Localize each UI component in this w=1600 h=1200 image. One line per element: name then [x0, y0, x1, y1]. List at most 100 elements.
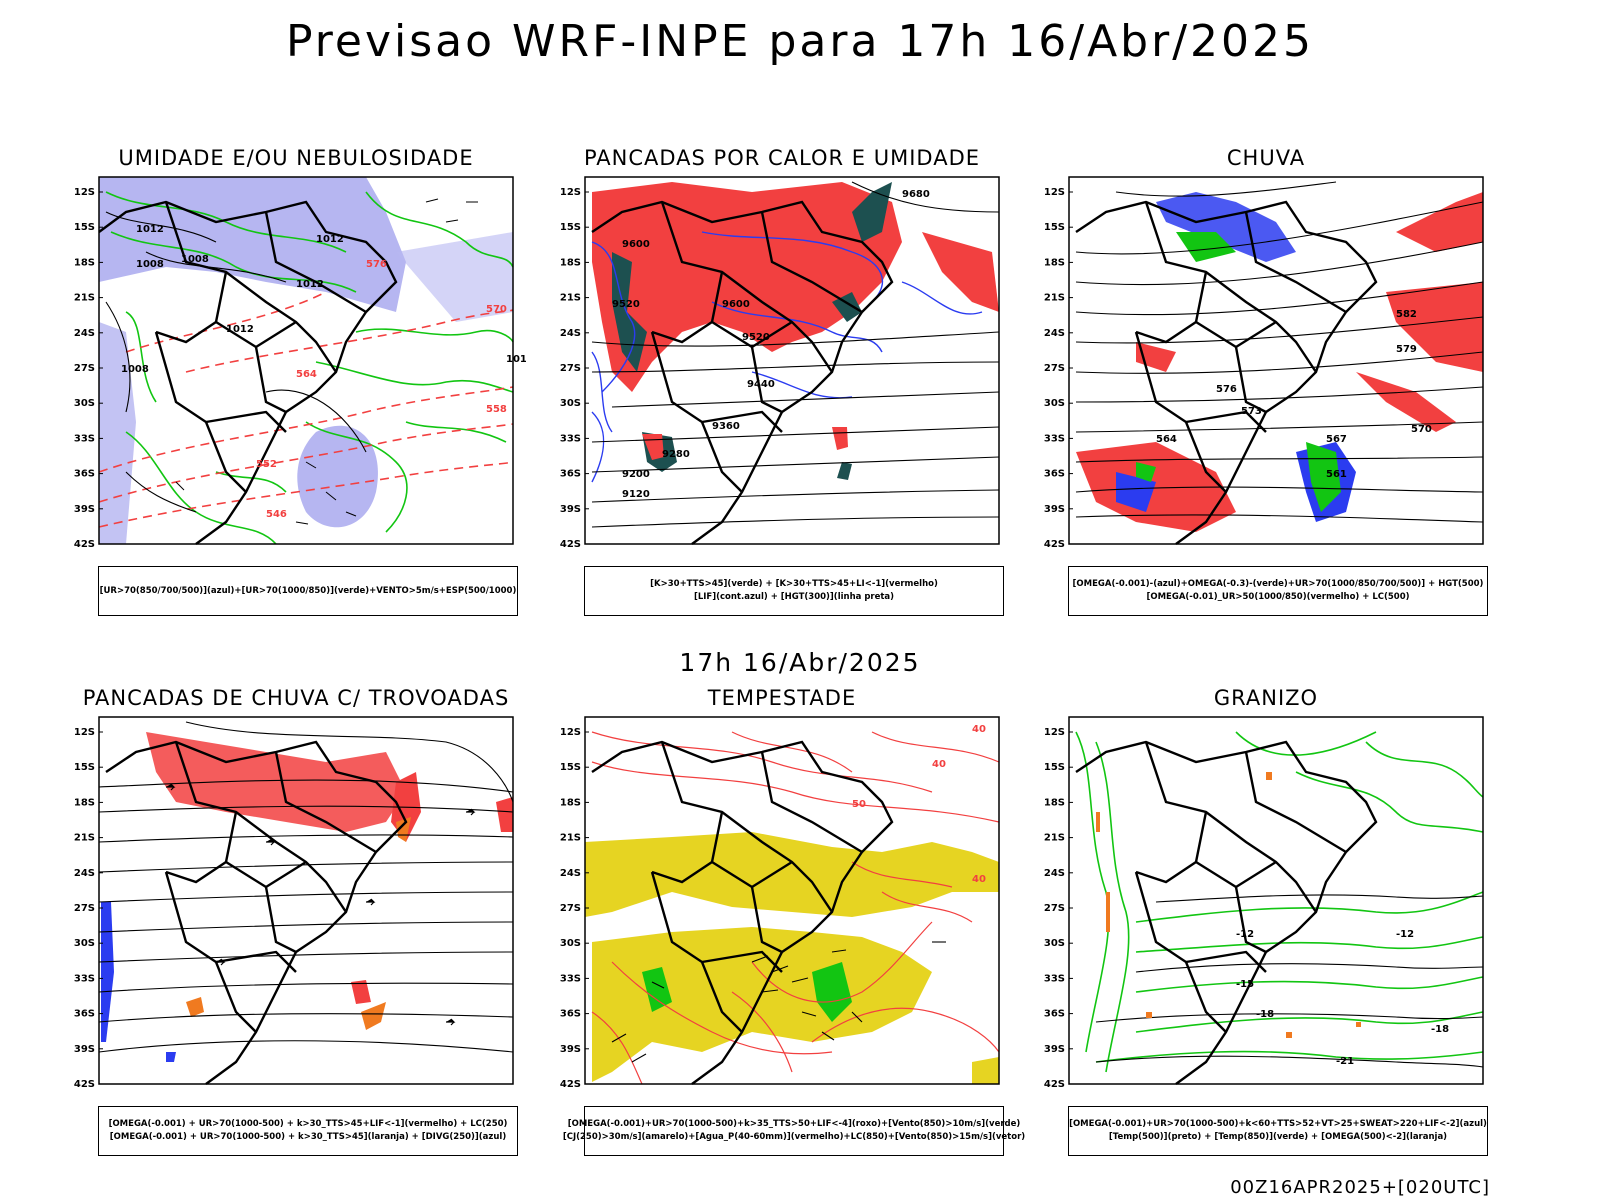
contour-label: 1008	[181, 254, 209, 265]
map-calor: 12S 15S 18S 21S 24S 27S 30S 33S 36S 39S 42S70W 65W 6…	[552, 172, 1012, 548]
lon-tick-label: 70W	[89, 1087, 114, 1088]
lon-tick-label: 35W	[918, 1087, 943, 1088]
lat-tick-label: 27S	[1044, 903, 1065, 914]
contour-label: 40	[972, 724, 986, 735]
lat-tick-label: 15S	[560, 222, 581, 233]
lat-tick-label: 12S	[1044, 727, 1065, 738]
lon-tick-label: 70W	[575, 547, 600, 548]
lon-tick-label: 60W	[673, 1087, 698, 1088]
lat-tick-label: 12S	[74, 187, 95, 198]
contour-label: 9520	[612, 299, 640, 310]
lon-tick-label: 45W	[820, 547, 845, 548]
lat-tick-label: 12S	[74, 727, 95, 738]
lat-tick-label: 30S	[560, 938, 581, 949]
lat-tick-label: 42S	[560, 539, 581, 548]
contour-label: 1012	[296, 279, 324, 290]
legend-box: [OMEGA(-0.001) + UR>70(1000-500) + k>30_…	[98, 1106, 518, 1156]
lon-tick-label: 40W	[869, 1087, 894, 1088]
lon-tick-label: 45W	[820, 1087, 845, 1088]
panel-title: GRANIZO	[1213, 686, 1319, 710]
lat-tick-label: 30S	[1044, 938, 1065, 949]
lon-tick-label: 50W	[771, 1087, 796, 1088]
contour-label: -21	[1336, 1056, 1354, 1067]
contour-label: 40	[932, 759, 946, 770]
lat-tick-label: 15S	[1044, 762, 1065, 773]
panel-title: TEMPESTADE	[707, 686, 857, 710]
lon-tick-label: 55W	[1206, 1087, 1231, 1088]
contour-label: 564	[296, 369, 317, 380]
legend-line: [OMEGA(-0.001) + UR>70(1000-500) + k>30_…	[109, 1132, 507, 1142]
contour-label: 576	[366, 259, 387, 270]
lat-tick-label: 42S	[1044, 539, 1065, 548]
contour-label: -15	[1236, 979, 1254, 990]
contour-label: -12	[1236, 929, 1254, 940]
panel-title: PANCADAS DE CHUVA C/ TROVOADAS	[82, 686, 510, 710]
lat-tick-label: 30S	[74, 938, 95, 949]
lat-tick-label: 36S	[74, 1009, 95, 1020]
lat-tick-label: 18S	[560, 797, 581, 808]
panel-title: CHUVA	[1226, 146, 1306, 170]
lon-tick-label: 30W	[1451, 1087, 1476, 1088]
lat-tick-label: 42S	[74, 1079, 95, 1088]
contour-label: -18	[1431, 1024, 1449, 1035]
lon-tick-label: 40W	[1353, 547, 1378, 548]
lon-tick-label: 45W	[334, 547, 359, 548]
contour-label: 9680	[902, 189, 930, 200]
lon-tick-label: 30W	[1451, 547, 1476, 548]
contour-label: 567	[1326, 434, 1347, 445]
lat-tick-label: 36S	[1044, 1009, 1065, 1020]
lon-tick-label: 50W	[771, 547, 796, 548]
lon-tick-label: 35W	[1402, 547, 1427, 548]
lat-tick-label: 18S	[1044, 797, 1065, 808]
lon-tick-label: 35W	[432, 547, 457, 548]
lat-tick-label: 36S	[74, 469, 95, 480]
contour-label: 570	[1411, 424, 1432, 435]
lon-tick-label: 70W	[89, 547, 114, 548]
contour-label: 40	[972, 874, 986, 885]
contour-label: 552	[256, 459, 277, 470]
legend-line: [CJ(250)>30m/s](amarelo)+[Agua_P(40-60mm…	[562, 1132, 1026, 1142]
legend-line: [UR>70(850/700/500)](azul)+[UR>70(1000/8…	[99, 585, 517, 596]
lat-tick-label: 27S	[74, 363, 95, 374]
contour-label: 1012	[226, 324, 254, 335]
lat-tick-label: 24S	[560, 328, 581, 339]
lat-tick-label: 36S	[560, 1009, 581, 1020]
legend-line: [OMEGA(-0.001)+UR>70(1000-500)+k<60+TTS>…	[1069, 1119, 1487, 1129]
lon-tick-label: 65W	[624, 547, 649, 548]
contour-label: 564	[1156, 434, 1177, 445]
lon-tick-label: 45W	[1304, 547, 1329, 548]
panel-title: UMIDADE E/OU NEBULOSIDADE	[118, 146, 474, 170]
lat-tick-label: 30S	[560, 398, 581, 409]
panel-chuva: CHUVA	[1036, 146, 1496, 636]
lat-tick-label: 21S	[74, 293, 95, 304]
lon-tick-label: 55W	[722, 1087, 747, 1088]
contour-label: 9520	[742, 332, 770, 343]
legend-box: [UR>70(850/700/500)](azul)+[UR>70(1000/8…	[98, 566, 518, 616]
contour-label: 9600	[622, 239, 650, 250]
lat-tick-label: 42S	[1044, 1079, 1065, 1088]
contour-label: 579	[1396, 344, 1417, 355]
lat-tick-label: 18S	[74, 797, 95, 808]
contour-label: 9360	[712, 421, 740, 432]
legend-box: [OMEGA(-0.001)-(azul)+OMEGA(-0.3)-(verde…	[1068, 566, 1488, 616]
lon-tick-label: 30W	[481, 1087, 506, 1088]
lat-tick-label: 18S	[74, 257, 95, 268]
lat-tick-label: 30S	[1044, 398, 1065, 409]
map-chuva: 12S 15S 18S 21S 24S 27S 30S 33S 36S 39S 42S70W 65W 6…	[1036, 172, 1496, 548]
contour-label: 9600	[722, 299, 750, 310]
lon-tick-label: 35W	[432, 1087, 457, 1088]
lon-tick-label: 65W	[138, 547, 163, 548]
lat-tick-label: 27S	[560, 903, 581, 914]
legend-line: [K>30+TTS>45](verde) + [K>30+TTS>45+LI<-…	[650, 579, 938, 589]
lat-tick-label: 21S	[1044, 293, 1065, 304]
lon-tick-label: 65W	[1108, 1087, 1133, 1088]
lat-tick-label: 15S	[560, 762, 581, 773]
lon-tick-label: 55W	[236, 547, 261, 548]
lon-tick-label: 30W	[967, 547, 992, 548]
legend-line: [Temp(500)](preto) + [Temp(850)](verde) …	[1108, 1132, 1448, 1142]
lat-tick-label: 33S	[1044, 973, 1065, 984]
legend-line: [LIF](cont.azul) + [HGT(300)](linha pret…	[693, 592, 895, 602]
lat-tick-label: 15S	[1044, 222, 1065, 233]
legend-line: [OMEGA(-0.001) + UR>70(1000-500) + k>30_…	[108, 1119, 508, 1129]
lon-tick-label: 65W	[138, 1087, 163, 1088]
